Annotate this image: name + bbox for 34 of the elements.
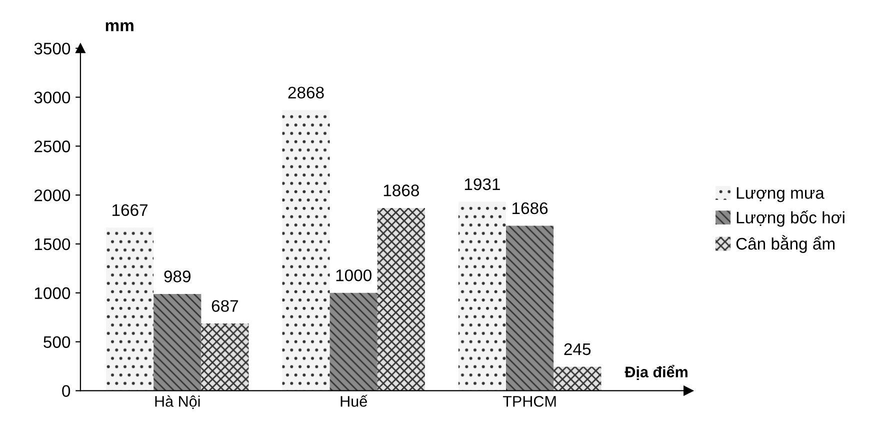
x-axis-title: Địa điểm	[624, 364, 688, 380]
bar	[201, 324, 249, 391]
y-axis-title: mm	[106, 22, 134, 32]
bar	[106, 228, 154, 391]
legend-label: Lượng mưa	[736, 187, 824, 202]
bar	[330, 292, 378, 391]
x-tick-label: Huế	[340, 394, 368, 407]
bar	[506, 226, 554, 391]
bar	[377, 208, 425, 391]
data-label: 1868	[384, 184, 419, 196]
legend-label: Cân bằng ẩm	[736, 235, 835, 253]
data-label: 1667	[112, 204, 148, 216]
x-tick-label: Hà Nội	[155, 395, 200, 409]
y-tick-label: 3500	[34, 42, 70, 54]
bar	[282, 110, 330, 391]
data-label: 989	[164, 270, 190, 282]
y-tick-label: 2000	[34, 189, 70, 202]
y-tick-label: 1500	[34, 238, 70, 250]
y-tick-label: 3000	[34, 92, 70, 104]
data-label: 1931	[464, 178, 500, 190]
x-tick-label: TPHCM	[502, 396, 556, 407]
y-tick-label: 500	[44, 336, 70, 348]
bar	[458, 202, 506, 391]
data-label: 1686	[512, 202, 548, 214]
y-tick-label: 1000	[34, 287, 70, 300]
data-label: 245	[564, 343, 591, 356]
bar	[554, 366, 602, 391]
data-label: 687	[212, 300, 238, 312]
legend-label: Lượng bốc hơi	[736, 210, 844, 227]
data-label: 1000	[336, 269, 372, 282]
y-tick-label: 0	[62, 385, 70, 397]
data-label: 2868	[288, 86, 324, 98]
y-tick-label: 2500	[34, 140, 70, 152]
bar	[154, 294, 202, 391]
